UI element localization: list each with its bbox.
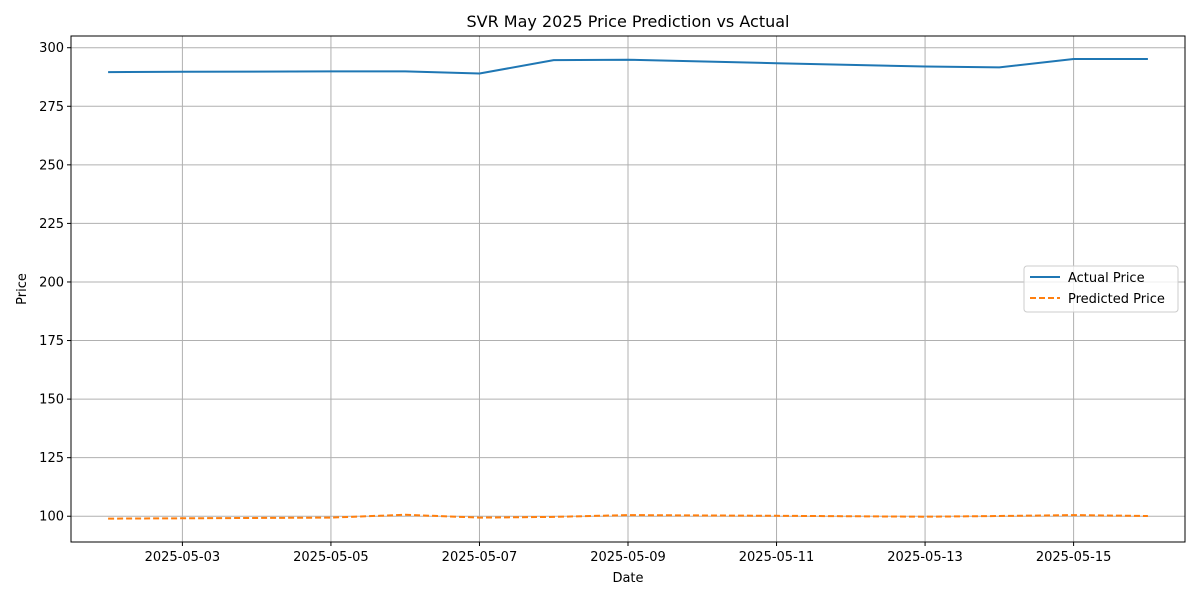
series-group (108, 58, 1148, 520)
y-axis-label: Price (15, 273, 30, 305)
y-axis: 100 125 150 175 200 225 250 275 300 (39, 41, 71, 525)
legend-box (1023, 265, 1179, 313)
legend-label-predicted: Predicted Price (1068, 292, 1165, 307)
x-tick-label: 2025-05-11 (739, 550, 815, 565)
x-tick-label: 2025-05-05 (293, 550, 369, 565)
y-tick-label: 275 (39, 100, 64, 115)
series-line-predicted (108, 513, 1148, 520)
y-tick-label: 225 (39, 217, 64, 232)
y-tick-label: 300 (39, 41, 64, 56)
legend-label-actual: Actual Price (1068, 271, 1145, 286)
x-tick-label: 2025-05-15 (1036, 550, 1112, 565)
x-tick-label: 2025-05-13 (887, 550, 963, 565)
y-tick-label: 250 (39, 158, 64, 173)
series-line-actual (108, 58, 1148, 75)
x-axis-label: Date (612, 571, 643, 586)
x-tick-label: 2025-05-03 (145, 550, 221, 565)
y-tick-label: 200 (39, 275, 64, 290)
y-tick-label: 100 (39, 510, 64, 525)
grid (71, 36, 1185, 542)
chart-title: SVR May 2025 Price Prediction vs Actual (467, 12, 790, 31)
x-tick-label: 2025-05-07 (442, 550, 518, 565)
x-axis: 2025-05-03 2025-05-05 2025-05-07 2025-05-09… (145, 542, 1112, 565)
x-tick-label: 2025-05-09 (590, 550, 666, 565)
legend: Actual Price Predicted Price (1023, 265, 1179, 313)
y-tick-label: 150 (39, 393, 64, 408)
y-tick-label: 125 (39, 451, 64, 466)
y-tick-label: 175 (39, 334, 64, 349)
